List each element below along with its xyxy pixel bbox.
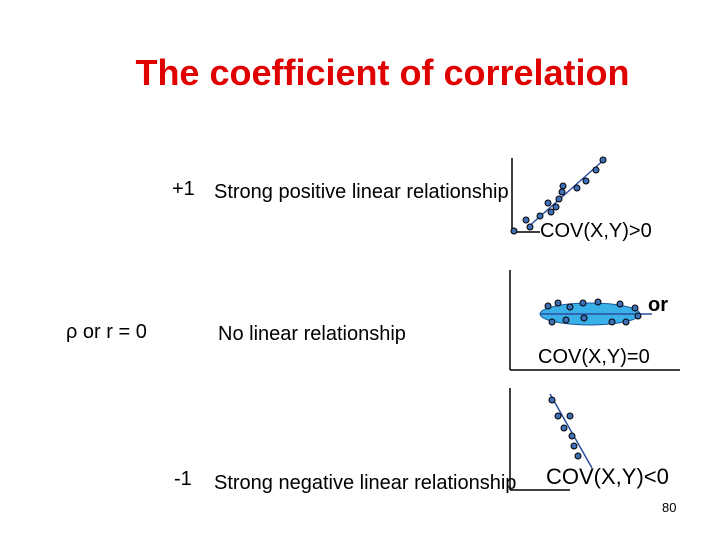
zero-point — [634, 312, 642, 320]
zero-point — [579, 299, 587, 307]
positive-point — [559, 182, 567, 190]
positive-point — [526, 223, 534, 231]
zero-point — [608, 318, 616, 326]
negative-value: -1 — [174, 468, 192, 490]
positive-point — [573, 184, 581, 192]
positive-point — [582, 177, 590, 185]
positive-point — [599, 156, 607, 164]
positive-point — [547, 208, 555, 216]
positive-scatter-plot — [510, 156, 607, 235]
zero-point — [580, 314, 588, 322]
positive-point — [522, 216, 530, 224]
negative-point — [566, 412, 574, 420]
rho-or-r-equals-zero: ρ or r = 0 — [66, 321, 147, 343]
zero-point — [548, 318, 556, 326]
positive-value: +1 — [172, 178, 195, 200]
positive-point — [558, 188, 566, 196]
negative-point — [568, 432, 576, 440]
slide-title: The coefficient of correlation — [135, 52, 630, 93]
zero-point — [554, 299, 562, 307]
negative-point — [574, 452, 582, 460]
or-label: or — [648, 294, 668, 316]
zero-point — [594, 298, 602, 306]
negative-description: Strong negative linear relationship — [214, 472, 517, 494]
positive-point — [555, 195, 563, 203]
zero-point — [616, 300, 624, 308]
negative-cov: COV(X,Y)<0 — [546, 464, 669, 489]
positive-point — [552, 203, 560, 211]
zero-cov: COV(X,Y)=0 — [538, 346, 650, 368]
negative-point — [570, 442, 578, 450]
zero-point — [631, 304, 639, 312]
negative-point — [548, 396, 556, 404]
negative-trend-line — [549, 393, 593, 469]
positive-cov: COV(X,Y)>0 — [540, 220, 652, 242]
negative-scatter-plot — [509, 388, 593, 491]
zero-point — [622, 318, 630, 326]
zero-scatter-plot — [509, 270, 680, 371]
zero-description: No linear relationship — [218, 323, 406, 345]
positive-point — [592, 166, 600, 174]
zero-point — [562, 316, 570, 324]
zero-point — [566, 303, 574, 311]
negative-point — [554, 412, 562, 420]
positive-point — [544, 199, 552, 207]
positive-description: Strong positive linear relationship — [214, 181, 509, 203]
negative-point — [560, 424, 568, 432]
page-number: 80 — [662, 500, 677, 515]
positive-point — [536, 212, 544, 220]
positive-point — [510, 227, 518, 235]
zero-point — [544, 302, 552, 310]
